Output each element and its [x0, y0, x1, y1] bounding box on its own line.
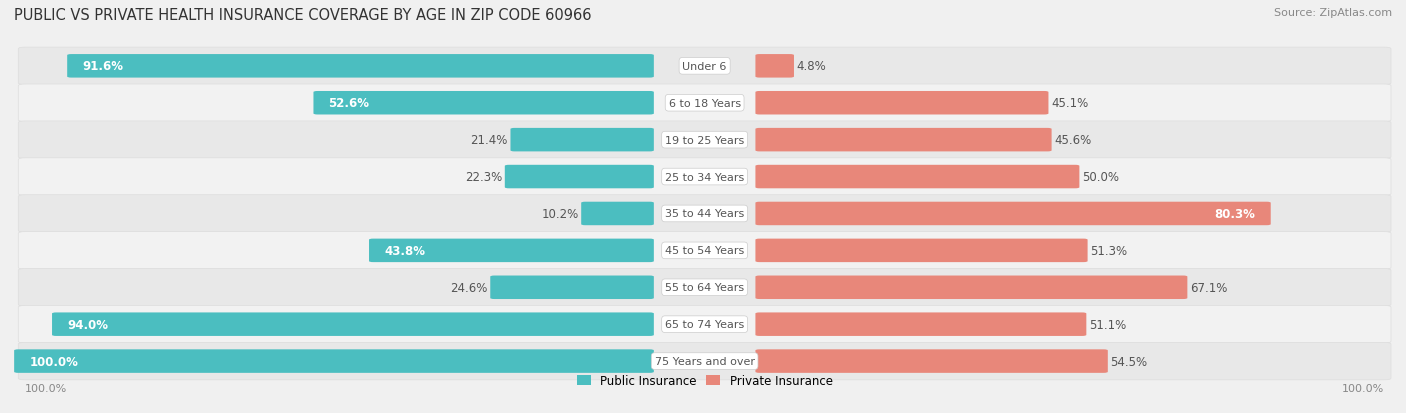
FancyBboxPatch shape	[18, 121, 1391, 159]
Text: 100.0%: 100.0%	[30, 355, 79, 368]
Text: 51.1%: 51.1%	[1090, 318, 1126, 331]
FancyBboxPatch shape	[755, 55, 794, 78]
FancyBboxPatch shape	[314, 92, 654, 115]
FancyBboxPatch shape	[67, 55, 654, 78]
Legend: Public Insurance, Private Insurance: Public Insurance, Private Insurance	[572, 370, 838, 392]
Text: 91.6%: 91.6%	[83, 60, 124, 73]
FancyBboxPatch shape	[52, 313, 654, 336]
Text: 45.6%: 45.6%	[1054, 134, 1091, 147]
Text: 25 to 34 Years: 25 to 34 Years	[665, 172, 744, 182]
FancyBboxPatch shape	[18, 48, 1391, 85]
Text: 52.6%: 52.6%	[329, 97, 370, 110]
FancyBboxPatch shape	[18, 85, 1391, 122]
Text: 45 to 54 Years: 45 to 54 Years	[665, 246, 744, 256]
FancyBboxPatch shape	[755, 239, 1088, 263]
Text: 100.0%: 100.0%	[1341, 383, 1384, 393]
Text: 43.8%: 43.8%	[384, 244, 425, 257]
Text: 54.5%: 54.5%	[1111, 355, 1147, 368]
Text: 22.3%: 22.3%	[465, 171, 502, 184]
FancyBboxPatch shape	[18, 269, 1391, 306]
FancyBboxPatch shape	[755, 128, 1052, 152]
Text: 10.2%: 10.2%	[541, 207, 578, 221]
Text: 4.8%: 4.8%	[797, 60, 827, 73]
Text: 45.1%: 45.1%	[1052, 97, 1088, 110]
FancyBboxPatch shape	[510, 128, 654, 152]
Text: 35 to 44 Years: 35 to 44 Years	[665, 209, 744, 219]
Text: PUBLIC VS PRIVATE HEALTH INSURANCE COVERAGE BY AGE IN ZIP CODE 60966: PUBLIC VS PRIVATE HEALTH INSURANCE COVER…	[14, 8, 592, 23]
FancyBboxPatch shape	[755, 202, 1271, 225]
Text: 94.0%: 94.0%	[67, 318, 108, 331]
Text: 100.0%: 100.0%	[25, 383, 67, 393]
Text: 24.6%: 24.6%	[450, 281, 488, 294]
Text: 51.3%: 51.3%	[1090, 244, 1128, 257]
FancyBboxPatch shape	[491, 276, 654, 299]
Text: 50.0%: 50.0%	[1083, 171, 1119, 184]
Text: 67.1%: 67.1%	[1189, 281, 1227, 294]
Text: 19 to 25 Years: 19 to 25 Years	[665, 135, 744, 145]
Text: Under 6: Under 6	[682, 62, 727, 71]
FancyBboxPatch shape	[18, 306, 1391, 343]
FancyBboxPatch shape	[755, 165, 1080, 189]
FancyBboxPatch shape	[14, 349, 654, 373]
FancyBboxPatch shape	[18, 342, 1391, 380]
Text: 21.4%: 21.4%	[471, 134, 508, 147]
FancyBboxPatch shape	[755, 349, 1108, 373]
FancyBboxPatch shape	[18, 159, 1391, 196]
Text: 6 to 18 Years: 6 to 18 Years	[669, 98, 741, 109]
Text: 80.3%: 80.3%	[1215, 207, 1256, 221]
FancyBboxPatch shape	[755, 276, 1188, 299]
Text: 65 to 74 Years: 65 to 74 Years	[665, 319, 744, 330]
FancyBboxPatch shape	[18, 232, 1391, 269]
FancyBboxPatch shape	[505, 165, 654, 189]
Text: 55 to 64 Years: 55 to 64 Years	[665, 282, 744, 292]
FancyBboxPatch shape	[755, 313, 1087, 336]
Text: Source: ZipAtlas.com: Source: ZipAtlas.com	[1274, 8, 1392, 18]
FancyBboxPatch shape	[368, 239, 654, 263]
FancyBboxPatch shape	[581, 202, 654, 225]
FancyBboxPatch shape	[18, 195, 1391, 233]
FancyBboxPatch shape	[755, 92, 1049, 115]
Text: 75 Years and over: 75 Years and over	[655, 356, 755, 366]
